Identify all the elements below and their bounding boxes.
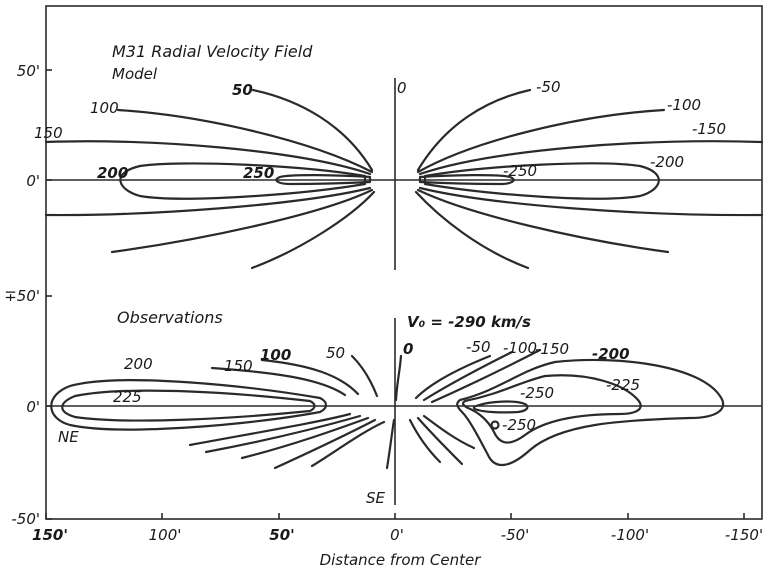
x-tick-label: -100' bbox=[611, 526, 649, 544]
model-contour-100 bbox=[116, 108, 374, 174]
x-tick-label: 0' bbox=[390, 526, 404, 544]
obs-contour-150 bbox=[210, 366, 347, 397]
model-label-m200: -200 bbox=[650, 153, 684, 171]
obs-label-m150: -150 bbox=[535, 340, 569, 358]
observation-contours bbox=[50, 348, 725, 470]
model-contour-m100-lower bbox=[416, 188, 670, 254]
obs-contour-right-lower-1 bbox=[408, 418, 442, 464]
figure-title: M31 Radial Velocity Field bbox=[112, 42, 313, 61]
obs-contour-lower-1 bbox=[188, 412, 352, 447]
plot-frame bbox=[45, 5, 763, 520]
obs-contour-m100 bbox=[422, 350, 514, 402]
model-label-m250: -250 bbox=[503, 162, 537, 180]
obs-contour-lower-5 bbox=[310, 420, 386, 468]
model-contour-100-lower bbox=[110, 188, 374, 254]
model-panel-label: Model bbox=[112, 65, 158, 83]
model-contour-m150-lower bbox=[418, 186, 764, 217]
systemic-velocity-label: V₀ = -290 km/s bbox=[407, 313, 531, 331]
obs-label-100: 100 bbox=[260, 346, 291, 364]
model-label-m150: -150 bbox=[692, 120, 726, 138]
model-contour-150 bbox=[44, 140, 372, 176]
obs-label-m50: -50 bbox=[466, 338, 491, 356]
se-direction-label: SE bbox=[366, 489, 386, 507]
model-label-250: 250 bbox=[243, 164, 274, 182]
obs-label-m250-circle: -250 bbox=[502, 416, 536, 434]
model-label-100: 100 bbox=[90, 99, 119, 117]
x-tick-label: 50' bbox=[269, 526, 294, 544]
obs-label-m250: -250 bbox=[520, 384, 554, 402]
model-contour-m200 bbox=[423, 162, 660, 200]
obs-contour-lower-4 bbox=[273, 418, 377, 470]
y-tick-label: 50' bbox=[17, 62, 40, 80]
model-contour-m50 bbox=[416, 88, 532, 172]
model-label-50: 50 bbox=[232, 81, 253, 99]
y-tick-label: -50' bbox=[11, 510, 40, 528]
observations-panel-label: Observations bbox=[117, 308, 223, 327]
x-axis-title: Distance from Center bbox=[320, 551, 482, 569]
obs-contour-225 bbox=[61, 389, 316, 422]
obs-label-225: 225 bbox=[113, 388, 142, 406]
model-label-m50: -50 bbox=[536, 78, 561, 96]
model-label-200: 200 bbox=[97, 164, 128, 182]
x-tick-label: -50' bbox=[501, 526, 530, 544]
model-contour-50 bbox=[251, 88, 374, 172]
obs-label-m225: -225 bbox=[606, 376, 640, 394]
x-tick-label: -150' bbox=[725, 526, 763, 544]
model-contour-m100 bbox=[416, 108, 666, 174]
obs-contour-m225 bbox=[461, 374, 642, 444]
obs-contour-200 bbox=[50, 379, 328, 431]
obs-contour-100 bbox=[260, 358, 360, 396]
obs-contour-m200 bbox=[456, 358, 725, 466]
obs-contour-m250-circle bbox=[490, 420, 500, 430]
obs-label-0: 0 bbox=[403, 340, 413, 358]
obs-label-50: 50 bbox=[326, 344, 345, 362]
model-label-150: 150 bbox=[34, 124, 63, 142]
model-contour-m50-lower bbox=[414, 190, 530, 270]
obs-contour-right-lower-3 bbox=[422, 414, 476, 450]
obs-contour-0 bbox=[394, 354, 403, 402]
model-contour-m150 bbox=[418, 140, 764, 176]
obs-contour-lower-2 bbox=[204, 414, 362, 454]
y-tick-label: ∓50' bbox=[4, 287, 40, 305]
model-contours bbox=[44, 88, 764, 270]
obs-contour-50 bbox=[350, 354, 379, 398]
obs-contour-right-lower-2 bbox=[416, 416, 464, 466]
obs-label-m200: -200 bbox=[592, 345, 630, 363]
model-contour-250 bbox=[275, 174, 372, 186]
obs-contour-m150 bbox=[430, 348, 542, 404]
model-contour-m250 bbox=[418, 174, 515, 186]
model-contour-200 bbox=[119, 162, 367, 200]
obs-contour-lower-3 bbox=[240, 416, 370, 460]
model-contour-50-lower bbox=[250, 190, 376, 270]
obs-label-m100: -100 bbox=[503, 339, 537, 357]
x-tick-label: 100' bbox=[149, 526, 182, 544]
model-label-m100: -100 bbox=[667, 96, 701, 114]
obs-contour-m250 bbox=[472, 400, 529, 414]
x-tick-marks bbox=[45, 513, 745, 519]
y-tick-label: 0' bbox=[26, 172, 40, 190]
y-tick-label: 0' bbox=[26, 398, 40, 416]
obs-contour-lower-6 bbox=[385, 418, 396, 470]
x-tick-label: 150' bbox=[32, 526, 68, 544]
obs-contour-m50 bbox=[414, 354, 492, 400]
obs-label-150: 150 bbox=[224, 357, 253, 375]
ne-direction-label: NE bbox=[58, 428, 79, 446]
obs-label-200: 200 bbox=[124, 355, 153, 373]
model-contour-150-lower bbox=[44, 186, 372, 217]
model-label-0: 0 bbox=[397, 79, 407, 97]
